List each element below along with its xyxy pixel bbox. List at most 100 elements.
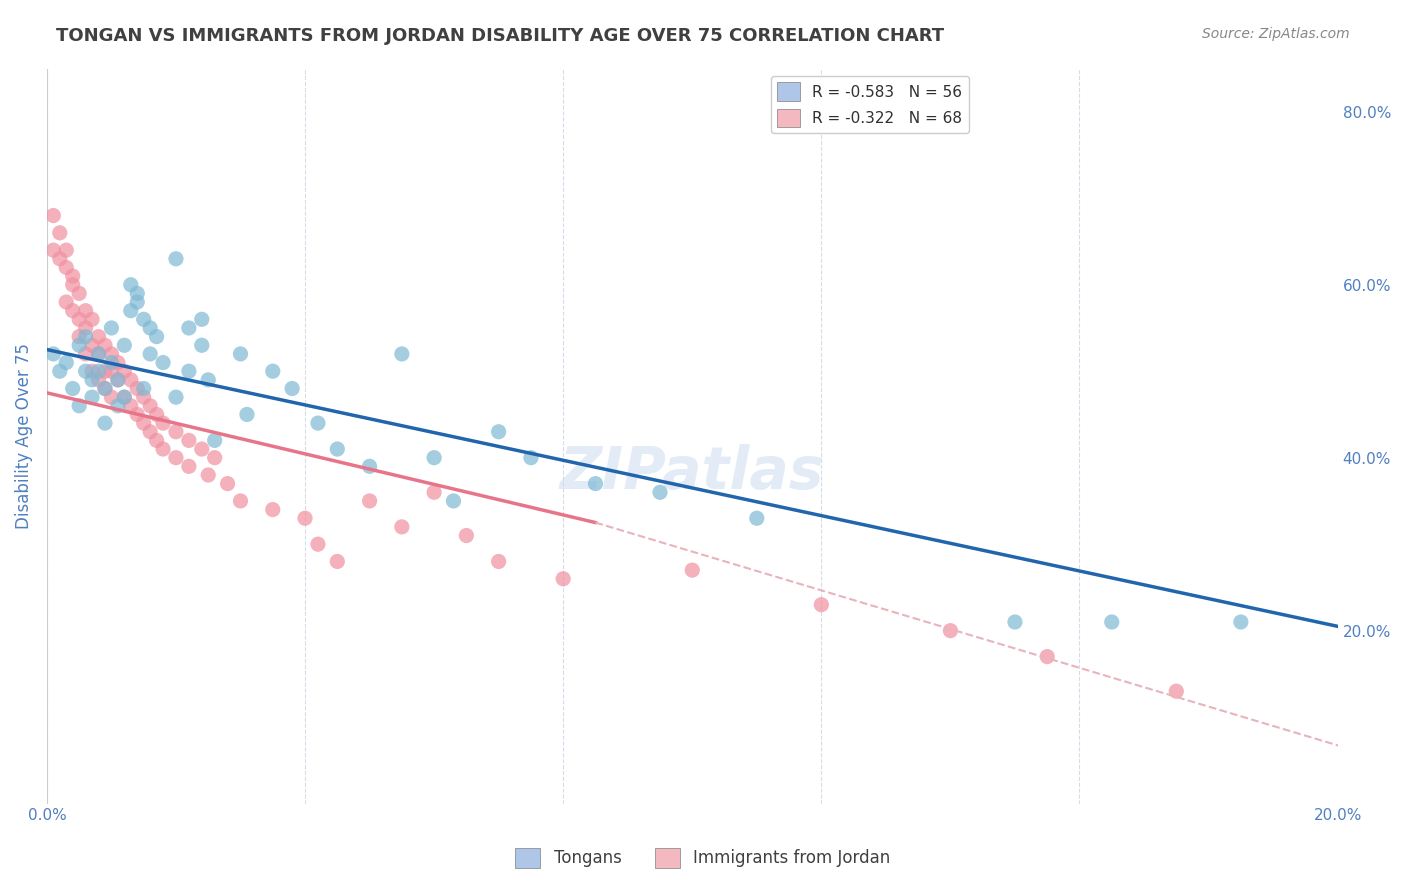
Point [1166,684,1188,698]
Point [55,243,77,257]
Point [139,321,162,335]
Point [145,408,167,422]
Point [49,226,72,240]
Point [55,355,77,369]
Point [75,303,97,318]
Legend: R = -0.583   N = 56, R = -0.322   N = 68: R = -0.583 N = 56, R = -0.322 N = 68 [772,76,969,133]
Point [87,347,110,361]
Point [326,442,349,456]
Point [67,338,90,352]
Point [75,347,97,361]
Point [100,347,122,361]
Point [132,312,155,326]
Point [553,572,575,586]
Point [456,528,478,542]
Point [67,286,90,301]
Point [648,485,671,500]
Point [94,382,117,396]
Point [42,209,65,223]
Point [67,399,90,413]
Point [443,494,465,508]
Point [191,442,214,456]
Point [80,390,103,404]
Point [94,382,117,396]
Point [139,399,162,413]
Point [87,329,110,343]
Point [62,269,84,284]
Point [42,243,65,257]
Point [94,338,117,352]
Point [100,321,122,335]
Point [262,502,284,516]
Point [810,598,832,612]
Point [120,303,142,318]
Point [1036,649,1059,664]
Point [80,338,103,352]
Point [359,494,381,508]
Point [191,338,214,352]
Point [49,364,72,378]
Point [132,416,155,430]
Point [191,312,214,326]
Point [75,364,97,378]
Point [62,277,84,292]
Point [745,511,768,525]
Point [236,408,259,422]
Point [80,312,103,326]
Point [120,399,142,413]
Point [87,364,110,378]
Point [80,373,103,387]
Point [49,252,72,266]
Point [112,364,135,378]
Point [326,554,349,568]
Point [391,520,413,534]
Point [177,459,200,474]
Point [100,390,122,404]
Point [488,554,510,568]
Point [100,364,122,378]
Point [165,450,187,465]
Point [67,312,90,326]
Point [107,399,129,413]
Point [152,416,174,430]
Point [107,373,129,387]
Point [67,329,90,343]
Point [229,347,252,361]
Point [139,347,162,361]
Point [939,624,962,638]
Point [112,338,135,352]
Point [165,390,187,404]
Point [127,408,149,422]
Point [1004,615,1026,629]
Point [281,382,304,396]
Point [681,563,703,577]
Point [139,425,162,439]
Point [294,511,316,525]
Point [197,373,219,387]
Point [197,467,219,482]
Point [107,373,129,387]
Point [112,390,135,404]
Point [165,425,187,439]
Point [62,303,84,318]
Point [120,373,142,387]
Point [107,355,129,369]
Point [75,329,97,343]
Point [87,373,110,387]
Point [423,485,446,500]
Point [94,416,117,430]
Point [100,355,122,369]
Point [520,450,543,465]
Point [1101,615,1123,629]
Point [145,329,167,343]
Point [177,364,200,378]
Point [132,390,155,404]
Point [585,476,607,491]
Point [55,260,77,275]
Legend: Tongans, Immigrants from Jordan: Tongans, Immigrants from Jordan [509,841,897,875]
Point [307,537,329,551]
Y-axis label: Disability Age Over 75: Disability Age Over 75 [15,343,32,529]
Point [177,321,200,335]
Point [112,390,135,404]
Point [262,364,284,378]
